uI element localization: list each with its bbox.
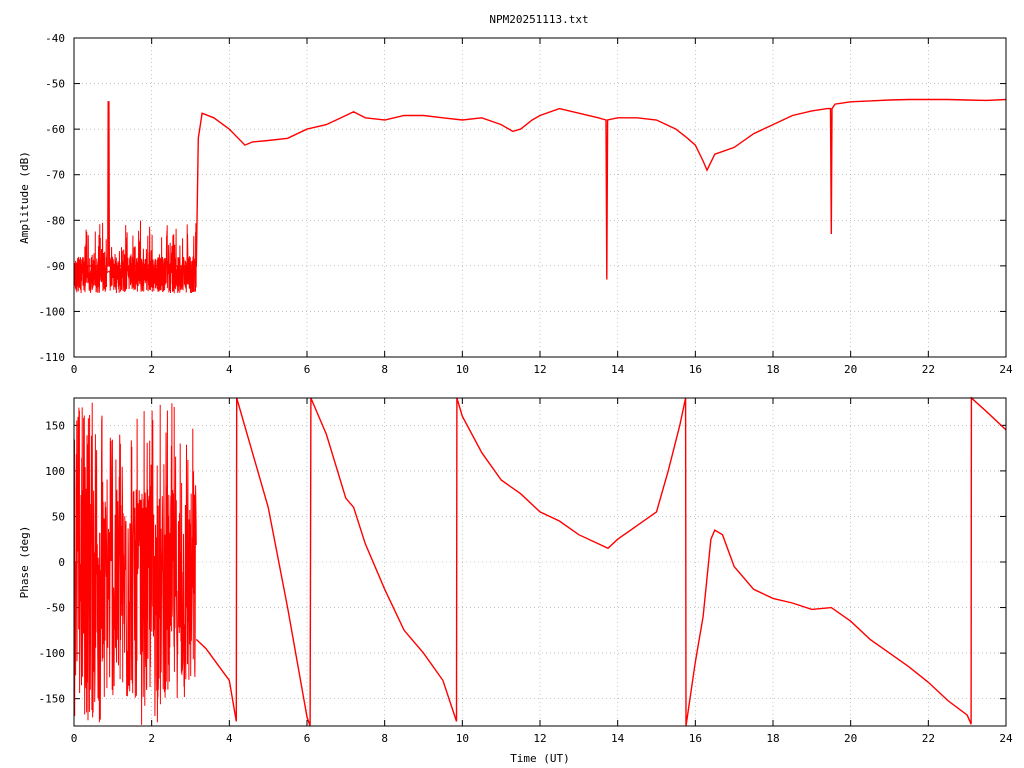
y-tick-label: 50 [52, 510, 65, 523]
x-axis-label: Time (UT) [510, 752, 570, 765]
y-tick-label: -100 [39, 647, 66, 660]
x-tick-label: 14 [611, 732, 625, 745]
x-tick-label: 8 [381, 732, 388, 745]
series-line-phase [195, 396, 1007, 727]
y-tick-label: -150 [39, 693, 66, 706]
y-tick-label: 100 [45, 465, 65, 478]
series-line-amplitude [74, 98, 1007, 280]
x-tick-label: 0 [71, 363, 78, 376]
x-tick-label: 22 [922, 732, 935, 745]
y-tick-label: 150 [45, 419, 65, 432]
x-tick-label: 20 [844, 732, 857, 745]
x-tick-label: 6 [304, 363, 311, 376]
chart-title: NPM20251113.txt [489, 13, 588, 26]
noise-band [73, 220, 197, 294]
y-tick-label: -70 [45, 169, 65, 182]
x-tick-label: 12 [533, 732, 546, 745]
noise-trace [73, 402, 197, 725]
plot-frame [73, 37, 1007, 358]
x-tick-label: 4 [226, 732, 233, 745]
y-tick-label: -60 [45, 123, 65, 136]
x-tick-label: 4 [226, 363, 233, 376]
x-tick-label: 8 [381, 363, 388, 376]
x-tick-label: 14 [611, 363, 625, 376]
x-tick-label: 24 [999, 732, 1013, 745]
x-tick-label: 16 [689, 732, 702, 745]
y-tick-label: -40 [45, 32, 65, 45]
x-tick-label: 24 [999, 363, 1013, 376]
y-tick-label: -100 [39, 305, 66, 318]
plot-frame [73, 397, 1007, 727]
amplitude-panel: 0 2 4 6 8 10 12 14 16 18 20 22 24-40-50-60-70-80-90-… [18, 32, 1013, 376]
x-tick-label: 22 [922, 363, 935, 376]
y-axis-label: Phase (deg) [18, 526, 31, 599]
x-tick-label: 2 [148, 363, 155, 376]
y-tick-label: -50 [45, 602, 65, 615]
x-tick-label: 10 [456, 363, 469, 376]
y-tick-label: -90 [45, 260, 65, 273]
y-tick-label: -110 [39, 351, 66, 364]
x-tick-label: 20 [844, 363, 857, 376]
y-tick-label: -80 [45, 214, 65, 227]
noise-band [73, 402, 197, 725]
x-tick-label: 18 [766, 732, 779, 745]
x-tick-label: 18 [766, 363, 779, 376]
y-axis-label: Amplitude (dB) [18, 151, 31, 244]
x-tick-label: 12 [533, 363, 546, 376]
x-tick-label: 6 [304, 732, 311, 745]
x-tick-label: 0 [71, 732, 78, 745]
y-tick-label: 0 [58, 556, 65, 569]
phase-panel: 0 2 4 6 8 10 12 14 16 18 20 22 24150100500-50-100-15… [18, 396, 1013, 765]
x-tick-label: 10 [456, 732, 469, 745]
x-tick-label: 16 [689, 363, 702, 376]
y-tick-label: -50 [45, 78, 65, 91]
x-tick-label: 2 [148, 732, 155, 745]
noise-trace [73, 220, 197, 294]
